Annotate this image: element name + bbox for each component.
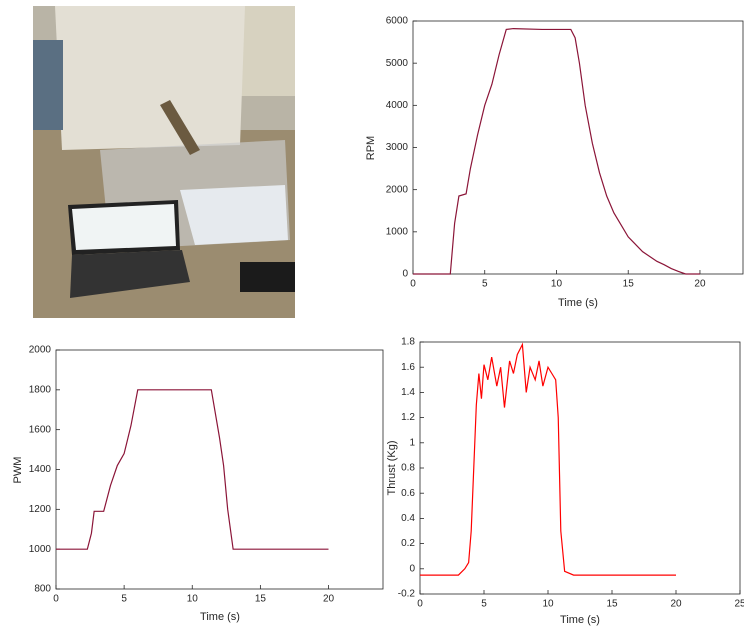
y-tick-label: 1000 (386, 226, 409, 237)
y-tick-label: 1.4 (401, 387, 415, 398)
x-tick-label: 10 (551, 279, 563, 290)
plot-frame (55, 349, 384, 590)
x-tick-label: 5 (121, 594, 127, 605)
x-axis-label: Time (s) (200, 611, 240, 623)
x-tick-label: 20 (670, 599, 682, 610)
x-tick-label: 5 (482, 279, 488, 290)
y-axis-label: PWM (12, 457, 24, 484)
y-tick-label: 0.8 (401, 463, 415, 474)
x-tick-label: 20 (694, 279, 706, 290)
x-axis-label: Time (s) (560, 614, 600, 626)
x-tick-label: 15 (606, 599, 618, 610)
y-tick-label: 0.2 (401, 538, 415, 549)
x-tick-label: 0 (53, 594, 59, 605)
y-tick-label: 800 (34, 584, 51, 595)
y-tick-label: 1 (409, 437, 415, 448)
y-tick-label: 1.8 (401, 337, 415, 348)
y-axis-label: RPM (365, 136, 377, 160)
y-tick-label: 2000 (386, 184, 409, 195)
data-line (56, 389, 329, 550)
x-tick-label: 10 (542, 599, 554, 610)
x-tick-label: 15 (623, 279, 635, 290)
data-line (420, 342, 676, 576)
y-tick-label: 0 (409, 563, 415, 574)
y-tick-label: 0.6 (401, 488, 415, 499)
x-tick-label: 25 (734, 599, 744, 610)
y-tick-label: 6000 (386, 16, 409, 27)
y-tick-label: 0 (402, 269, 408, 280)
plot-frame (412, 20, 744, 275)
y-tick-label: -0.2 (398, 589, 416, 600)
x-tick-label: 15 (255, 594, 267, 605)
x-tick-label: 0 (410, 279, 416, 290)
y-tick-label: 2000 (29, 345, 52, 356)
x-tick-label: 0 (417, 599, 423, 610)
y-tick-label: 4000 (386, 100, 409, 111)
y-tick-label: 1600 (29, 424, 52, 435)
y-tick-label: 1400 (29, 464, 52, 475)
x-tick-label: 10 (187, 594, 199, 605)
y-axis-label: Thrust (Kg) (386, 440, 398, 495)
photo (33, 6, 295, 318)
y-tick-label: 1.2 (401, 412, 415, 423)
y-tick-label: 0.4 (401, 513, 415, 524)
x-tick-label: 5 (481, 599, 487, 610)
x-axis-label: Time (s) (558, 297, 598, 309)
y-tick-label: 1000 (29, 544, 52, 555)
y-tick-label: 3000 (386, 142, 409, 153)
y-tick-label: 1.6 (401, 362, 415, 373)
data-line (413, 27, 700, 275)
y-tick-label: 1800 (29, 384, 52, 395)
y-tick-label: 1200 (29, 504, 52, 515)
x-tick-label: 20 (323, 594, 335, 605)
plot-frame (419, 341, 741, 595)
y-tick-label: 5000 (386, 58, 409, 69)
